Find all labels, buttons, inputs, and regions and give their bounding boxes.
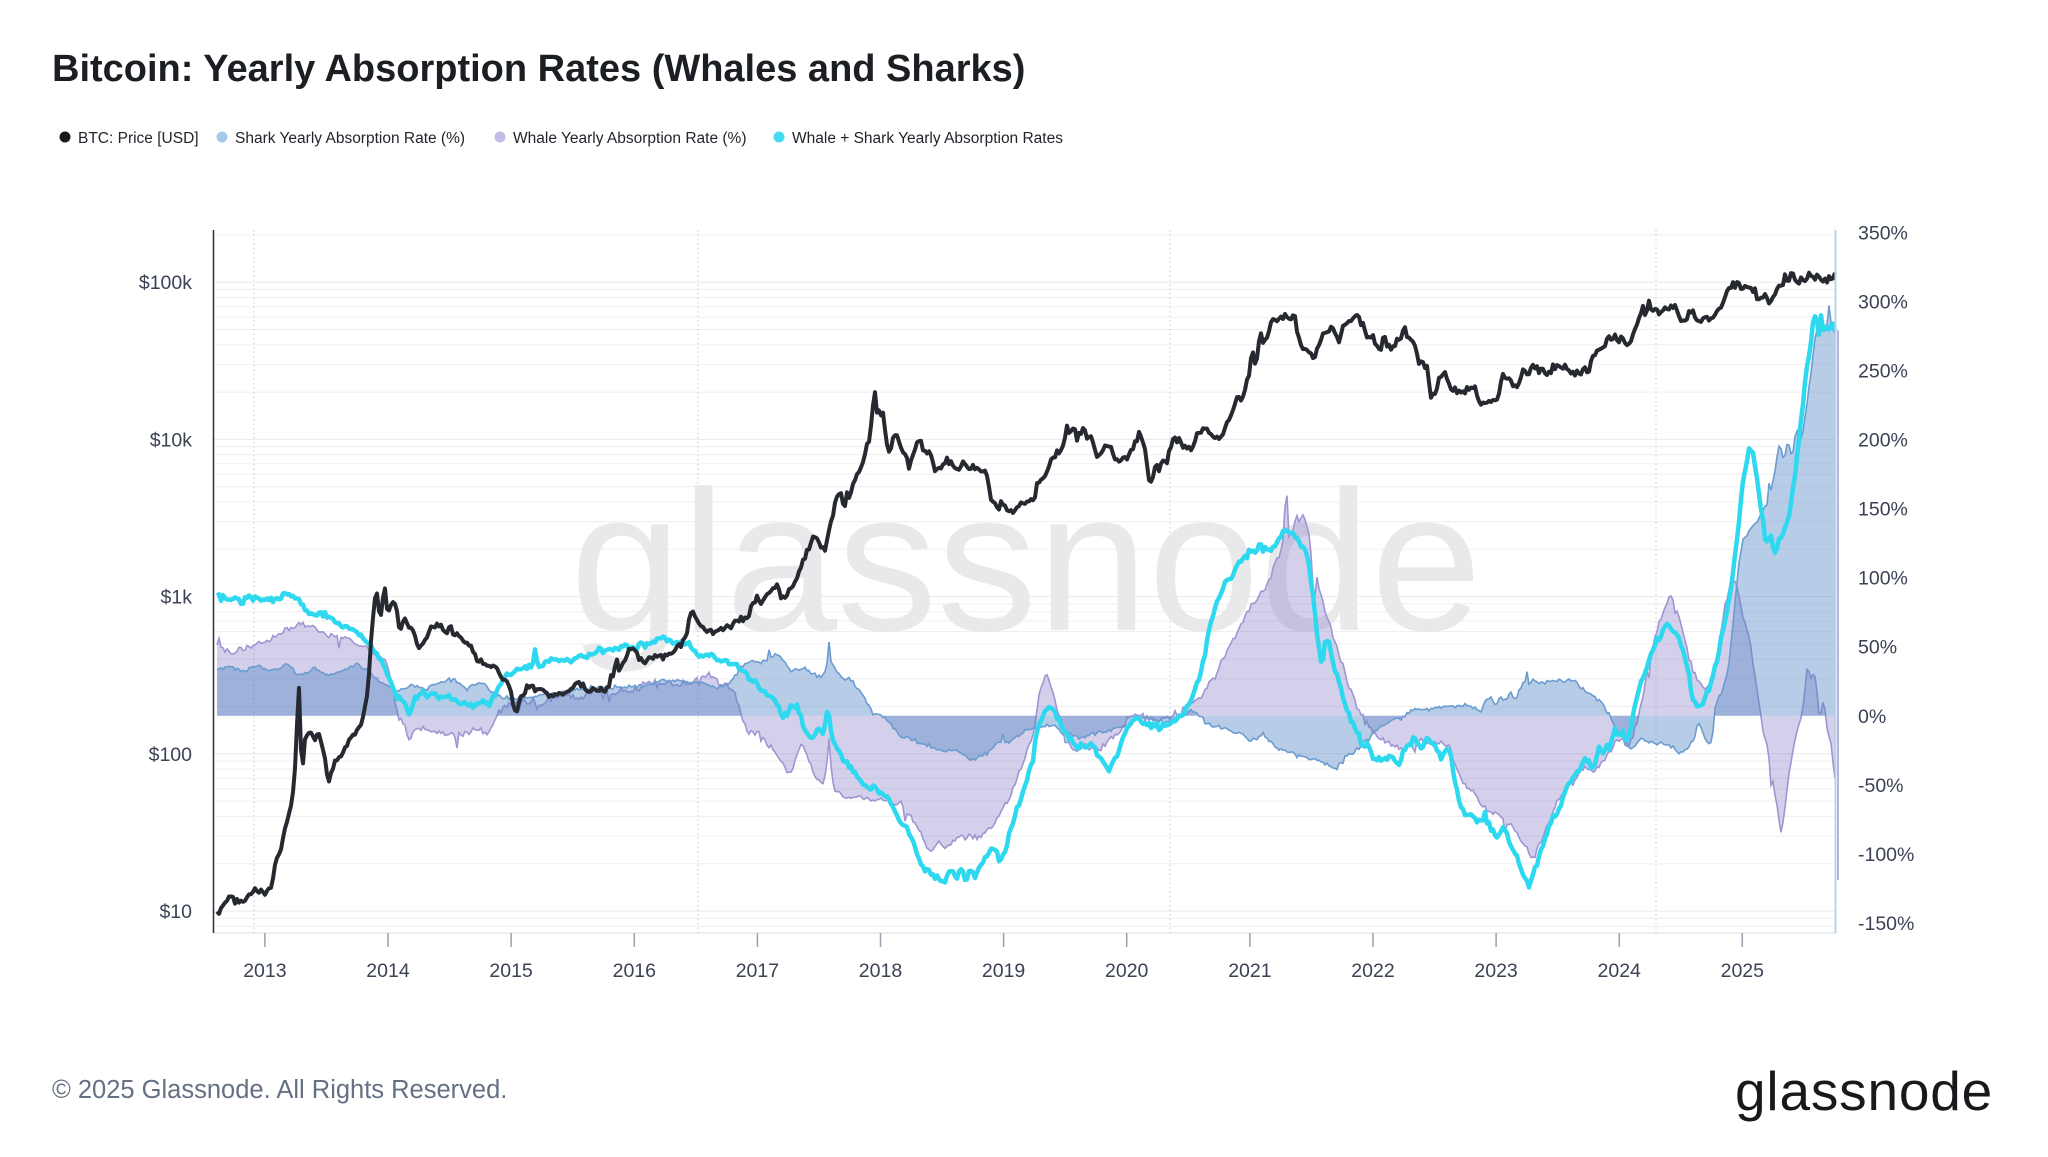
svg-text:0%: 0% bbox=[1858, 706, 1886, 728]
svg-text:2020: 2020 bbox=[1105, 960, 1149, 982]
svg-text:2021: 2021 bbox=[1228, 960, 1271, 982]
svg-text:200%: 200% bbox=[1858, 430, 1908, 452]
svg-text:$100k: $100k bbox=[139, 272, 192, 294]
svg-text:-150%: -150% bbox=[1858, 913, 1914, 935]
svg-text:Shark Yearly Absorption Rate (: Shark Yearly Absorption Rate (%) bbox=[235, 130, 465, 147]
svg-text:300%: 300% bbox=[1858, 291, 1908, 313]
svg-text:2015: 2015 bbox=[489, 960, 533, 982]
svg-text:-100%: -100% bbox=[1858, 844, 1914, 866]
svg-text:2013: 2013 bbox=[243, 960, 286, 982]
svg-text:2014: 2014 bbox=[366, 960, 410, 982]
svg-text:-50%: -50% bbox=[1858, 775, 1904, 797]
svg-text:350%: 350% bbox=[1858, 222, 1908, 244]
svg-text:Whale + Shark Yearly Absorptio: Whale + Shark Yearly Absorption Rates bbox=[792, 130, 1063, 147]
svg-text:$100: $100 bbox=[149, 744, 193, 766]
svg-text:150%: 150% bbox=[1858, 499, 1908, 521]
svg-text:2022: 2022 bbox=[1351, 960, 1394, 982]
svg-text:2025: 2025 bbox=[1721, 960, 1765, 982]
svg-text:2023: 2023 bbox=[1474, 960, 1517, 982]
svg-text:glassnode: glassnode bbox=[1735, 1060, 1993, 1122]
svg-text:Whale Yearly Absorption Rate (: Whale Yearly Absorption Rate (%) bbox=[513, 130, 746, 147]
svg-text:2018: 2018 bbox=[859, 960, 902, 982]
svg-text:Bitcoin: Yearly Absorption Rat: Bitcoin: Yearly Absorption Rates (Whales… bbox=[52, 48, 1025, 90]
svg-text:100%: 100% bbox=[1858, 568, 1908, 590]
svg-text:2017: 2017 bbox=[736, 960, 779, 982]
svg-text:250%: 250% bbox=[1858, 360, 1908, 382]
svg-text:BTC: Price [USD]: BTC: Price [USD] bbox=[78, 130, 199, 147]
svg-text:2016: 2016 bbox=[613, 960, 656, 982]
svg-text:$1k: $1k bbox=[161, 587, 193, 609]
svg-text:2024: 2024 bbox=[1598, 960, 1642, 982]
svg-text:glassnode: glassnode bbox=[570, 450, 1482, 673]
svg-text:2019: 2019 bbox=[982, 960, 1025, 982]
svg-text:$10: $10 bbox=[159, 901, 192, 923]
svg-text:$10k: $10k bbox=[150, 429, 193, 451]
svg-text:© 2025 Glassnode. All Rights R: © 2025 Glassnode. All Rights Reserved. bbox=[52, 1076, 507, 1104]
svg-text:50%: 50% bbox=[1858, 637, 1897, 659]
